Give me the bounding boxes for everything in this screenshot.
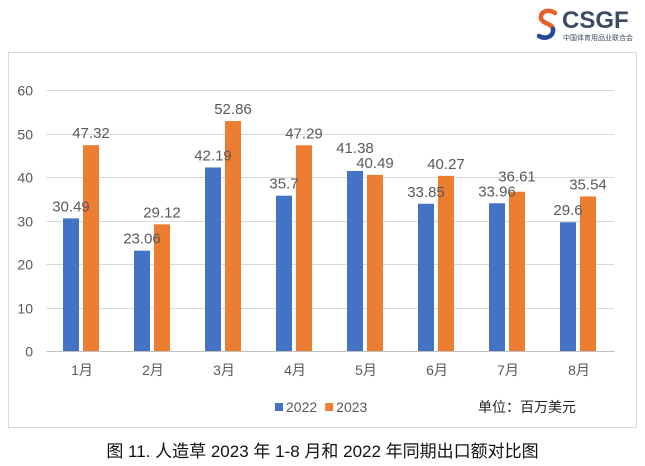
data-label-2023-6: 40.27 bbox=[427, 156, 465, 173]
bar-2022-6 bbox=[418, 203, 434, 351]
y-tick-label-10: 10 bbox=[17, 301, 33, 317]
data-label-2023-1: 47.32 bbox=[72, 125, 110, 142]
bar-2022-8 bbox=[560, 222, 576, 351]
data-label-2022-5: 41.38 bbox=[336, 140, 374, 157]
bar-2023-6 bbox=[438, 175, 454, 351]
bars bbox=[63, 121, 596, 352]
legend-label-2023: 2023 bbox=[336, 399, 367, 415]
bar-2022-2 bbox=[134, 250, 150, 351]
bar-2022-7 bbox=[489, 203, 505, 351]
data-label-2023-8: 35.54 bbox=[569, 176, 607, 193]
data-label-2023-5: 40.49 bbox=[356, 155, 394, 172]
data-label-2023-7: 36.61 bbox=[498, 168, 536, 185]
y-tick-label-20: 20 bbox=[17, 257, 33, 273]
data-label-2023-3: 52.86 bbox=[214, 101, 252, 118]
unit-label: 单位：百万美元 bbox=[478, 399, 576, 415]
x-tick-label-2: 2月 bbox=[142, 362, 164, 378]
figure-caption: 图 11. 人造草 2023 年 1-8 月和 2022 年同期出口额对比图 bbox=[106, 442, 539, 461]
data-label-2022-8: 29.6 bbox=[553, 202, 582, 219]
data-label-2022-1: 30.49 bbox=[52, 198, 90, 215]
data-label-2022-6: 33.85 bbox=[407, 184, 445, 201]
x-tick-label-6: 6月 bbox=[426, 362, 448, 378]
logo-wordmark: CSGF bbox=[562, 7, 629, 34]
csgf-logo: CSGF 中国体育用品业联合会 bbox=[536, 8, 636, 44]
bar-2023-7 bbox=[509, 191, 525, 351]
logo-subtitle: 中国体育用品业联合会 bbox=[563, 35, 633, 42]
x-tick-label-4: 4月 bbox=[284, 362, 306, 378]
legend-swatch-2023 bbox=[325, 403, 334, 411]
bar-2023-4 bbox=[296, 145, 312, 351]
x-tick-label-7: 7月 bbox=[497, 362, 519, 378]
bar-2023-2 bbox=[154, 224, 170, 351]
x-axis-ticks: 1月 2月 3月 4月 5月 6月 7月 8月 bbox=[71, 362, 590, 378]
data-label-2022-4: 35.7 bbox=[269, 176, 298, 193]
data-label-2022-2: 23.06 bbox=[123, 231, 161, 248]
bar-2022-4 bbox=[276, 195, 292, 351]
y-tick-label-50: 50 bbox=[17, 127, 33, 143]
data-label-2023-2: 29.12 bbox=[143, 204, 181, 221]
bar-2022-3 bbox=[205, 167, 221, 351]
data-labels: 30.49 47.32 23.06 29.12 42.19 52.86 35.7 47.29 4… bbox=[52, 101, 607, 248]
legend-label-2022: 2022 bbox=[286, 399, 317, 415]
chart-frame bbox=[8, 52, 637, 428]
data-label-2022-7: 33.96 bbox=[478, 183, 516, 200]
bar-2022-1 bbox=[63, 218, 79, 351]
y-tick-label-60: 60 bbox=[17, 83, 33, 99]
y-tick-label-40: 40 bbox=[17, 170, 33, 186]
bar-2023-5 bbox=[367, 174, 383, 351]
y-axis-ticks: 0 10 20 30 40 50 60 bbox=[17, 83, 33, 360]
csgf-swirl-icon bbox=[536, 8, 560, 42]
x-tick-label-3: 3月 bbox=[213, 362, 235, 378]
bar-2022-5 bbox=[347, 170, 363, 351]
bar-2023-3 bbox=[225, 121, 241, 352]
legend: 2022 2023 bbox=[275, 399, 368, 415]
x-tick-label-5: 5月 bbox=[355, 362, 377, 378]
legend-swatch-2022 bbox=[275, 403, 283, 411]
data-label-2023-4: 47.29 bbox=[285, 125, 323, 142]
bar-2023-8 bbox=[580, 196, 596, 351]
x-tick-label-8: 8月 bbox=[568, 362, 590, 378]
x-tick-label-1: 1月 bbox=[71, 362, 93, 378]
y-tick-label-30: 30 bbox=[17, 214, 33, 230]
bar-2023-1 bbox=[83, 145, 99, 351]
y-tick-label-0: 0 bbox=[25, 344, 33, 360]
data-label-2022-3: 42.19 bbox=[194, 147, 232, 164]
